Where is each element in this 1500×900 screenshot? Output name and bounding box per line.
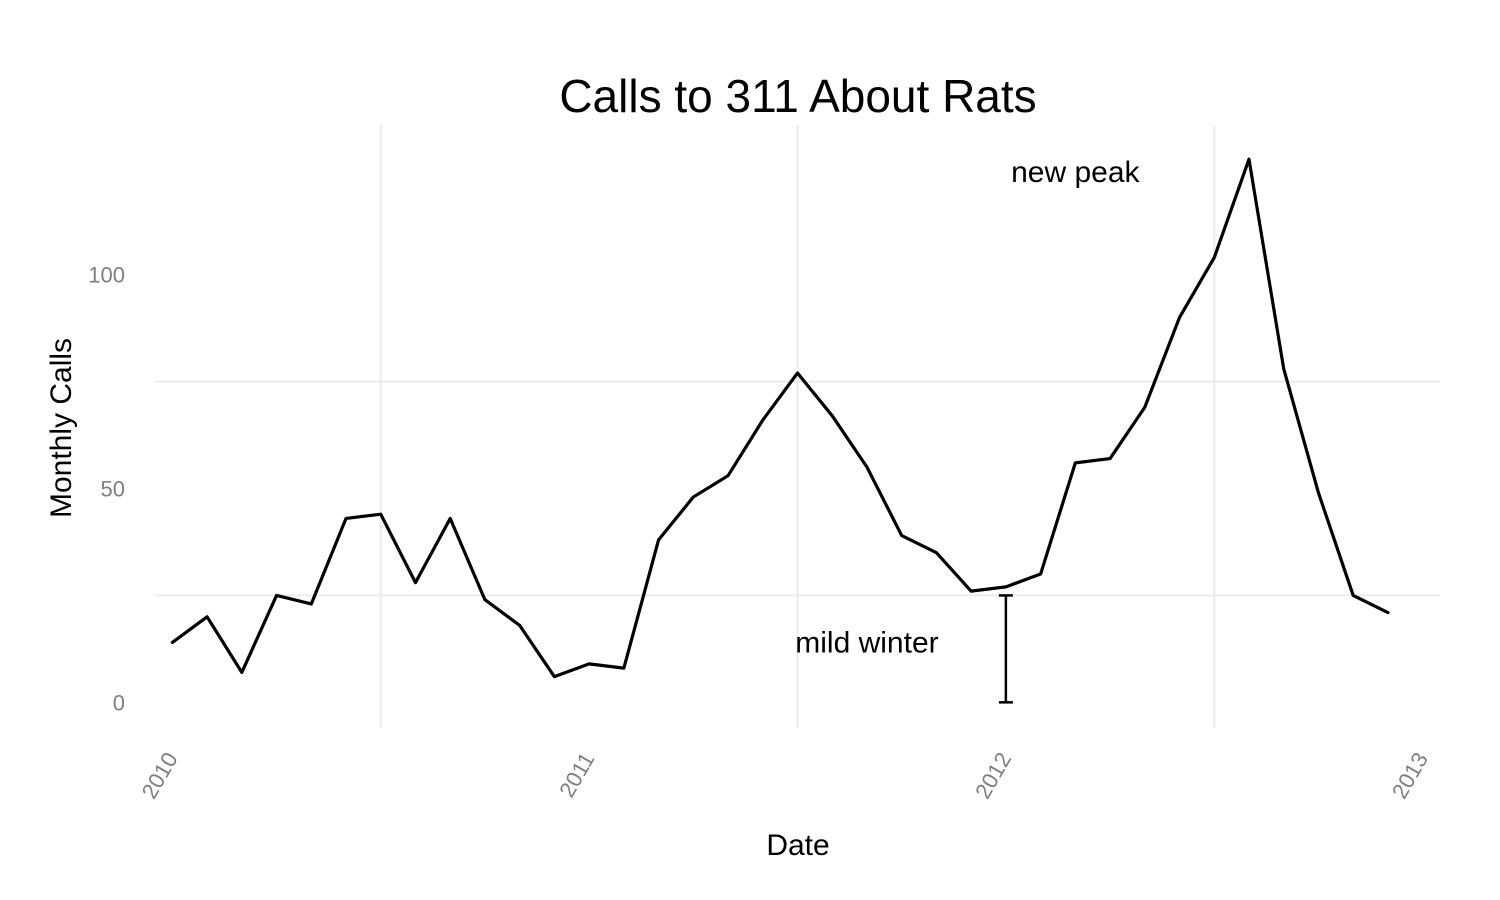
x-tick-label: 2013 (1387, 748, 1433, 803)
x-tick-labels: 2010 2011 2012 2013 (137, 748, 1433, 803)
series-layer (170, 157, 1390, 679)
y-axis-title: Monthly Calls (45, 338, 78, 518)
series-line (170, 157, 1390, 679)
x-tick-label: 2011 (554, 748, 599, 801)
chart-title: Calls to 311 About Rats (559, 70, 1036, 122)
error-bar (998, 594, 1013, 704)
x-tick-label: 2012 (970, 748, 1016, 803)
annotation-label: mild winter (795, 626, 938, 659)
x-tick-label: 2010 (137, 748, 183, 803)
x-axis-title: Date (766, 829, 829, 862)
y-tick-label: 50 (101, 477, 125, 502)
gridlines (155, 125, 1440, 728)
y-tick-label: 0 (113, 690, 125, 715)
annotation-layer: new peak mild winter (795, 156, 1141, 704)
annotation-label: new peak (1011, 156, 1140, 189)
y-tick-label: 100 (88, 263, 125, 288)
y-tick-labels: 0 50 100 (88, 263, 125, 716)
